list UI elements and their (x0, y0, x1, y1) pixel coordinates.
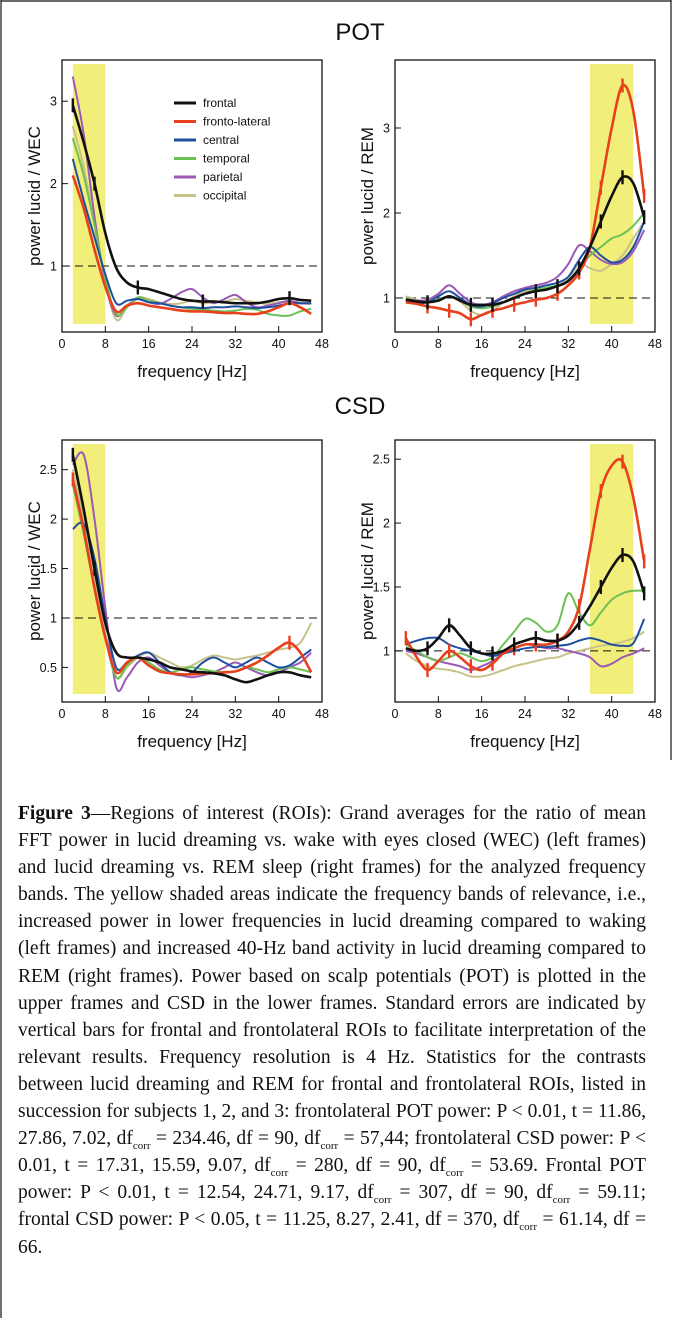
figure-caption: Figure 3—Regions of interest (ROIs): Gra… (18, 800, 646, 1261)
x-tick-label: 40 (605, 337, 619, 351)
y-tick-label: 1 (383, 644, 390, 658)
series-line-frontal (405, 553, 646, 656)
y-axis-label: power lucid / WEC (25, 501, 44, 641)
y-axis-label: power lucid / REM (358, 127, 377, 265)
series-line-central (71, 158, 312, 310)
y-tick-label: 2 (383, 517, 390, 531)
x-tick-label: 16 (142, 707, 156, 721)
caption-sub-6: corr (552, 1194, 571, 1207)
series-line-temporal (405, 589, 645, 663)
section-title-pot: POT (335, 19, 385, 46)
legend-label-fronto-lateral: fronto-lateral (203, 115, 270, 129)
caption-text-5: = 53.69. Frontal POT power: P < 0.01, t … (18, 1155, 646, 1204)
series-line-occipital (405, 630, 645, 678)
series-line-parietal (405, 229, 646, 306)
x-tick-label: 48 (648, 337, 662, 351)
legend-label-central: central (203, 133, 239, 147)
x-tick-label: 24 (185, 707, 199, 721)
y-tick-label: 2.5 (373, 453, 390, 467)
x-tick-label: 8 (102, 707, 109, 721)
y-tick-label: 1 (50, 611, 57, 625)
x-tick-label: 16 (475, 707, 489, 721)
x-axis-label: frequency [Hz] (470, 362, 580, 381)
caption-sub-4: corr (445, 1167, 464, 1180)
x-tick-label: 24 (185, 337, 199, 351)
y-tick-label: 3 (50, 95, 57, 109)
caption-text-4: = 280, df = 90, df (288, 1155, 446, 1177)
caption-sub-7: corr (519, 1221, 537, 1234)
y-tick-label: 1.5 (373, 580, 390, 594)
section-title-csd: CSD (335, 393, 386, 420)
x-tick-label: 48 (315, 337, 329, 351)
y-tick-label: 3 (383, 122, 390, 136)
legend-label-frontal: frontal (203, 96, 236, 110)
x-tick-label: 24 (518, 707, 532, 721)
y-tick-label: 1 (383, 292, 390, 306)
x-tick-label: 16 (142, 337, 156, 351)
x-axis-label: frequency [Hz] (137, 362, 247, 381)
x-tick-label: 32 (561, 707, 575, 721)
x-tick-label: 24 (518, 337, 532, 351)
x-tick-label: 48 (315, 707, 329, 721)
caption-sub-5: corr (373, 1194, 392, 1207)
series-line-frontal (71, 104, 312, 305)
series-line-fronto-lateral (405, 83, 646, 321)
y-tick-label: 1.5 (40, 562, 57, 576)
y-tick-label: 2.5 (40, 463, 57, 477)
series-line-fronto-lateral (404, 458, 646, 672)
legend-label-parietal: parietal (203, 170, 242, 184)
x-tick-label: 0 (392, 337, 399, 351)
y-axis-label: power lucid / REM (358, 502, 377, 640)
x-tick-label: 40 (272, 337, 286, 351)
y-tick-label: 2 (50, 513, 57, 527)
chart-panel-1: 0 8 16 24 32 40 48 1 2 3 frequency [Hz] power lucid… (25, 59, 329, 381)
series-line-frontal (71, 454, 312, 684)
x-tick-label: 40 (272, 707, 286, 721)
chart-panel-4: 0 8 16 24 32 40 48 1 1.5 2 2.5 frequency [Hz] power … (358, 439, 662, 751)
x-tick-label: 8 (435, 707, 442, 721)
series-line-temporal (71, 484, 312, 680)
figure-label: Figure 3 (18, 803, 91, 824)
caption-text-2: = 234.46, df = 90, df (150, 1128, 321, 1150)
x-tick-label: 16 (475, 337, 489, 351)
series-line-fronto-lateral (71, 479, 313, 676)
x-axis-label: frequency [Hz] (470, 732, 580, 751)
x-tick-label: 0 (59, 707, 66, 721)
caption-text-6: = 307, df = 90, df (391, 1182, 553, 1204)
y-tick-label: 1 (50, 260, 57, 274)
caption-sub-2: corr (320, 1140, 339, 1153)
series-line-central (405, 221, 646, 308)
legend-label-temporal: temporal (203, 152, 250, 166)
y-tick-label: 2 (50, 177, 57, 191)
series-line-fronto-lateral (71, 174, 312, 316)
y-tick-label: 0.5 (40, 661, 57, 675)
x-tick-label: 40 (605, 707, 619, 721)
y-axis-label: power lucid / WEC (25, 126, 44, 266)
chart-panel-3: 0 8 16 24 32 40 48 0.5 1 1.5 2 2.5 frequency [Hz] pow… (25, 439, 329, 751)
x-tick-label: 32 (561, 337, 575, 351)
caption-text-1: —Regions of interest (ROIs): Grand avera… (18, 803, 646, 1150)
y-tick-label: 2 (383, 207, 390, 221)
caption-sub-3: corr (270, 1167, 289, 1180)
x-tick-label: 8 (102, 337, 109, 351)
series-line-frontal (405, 175, 646, 307)
caption-sub-1: corr (132, 1140, 151, 1153)
x-tick-label: 32 (228, 337, 242, 351)
x-tick-label: 48 (648, 707, 662, 721)
chart-panel-2: 0 8 16 24 32 40 48 1 2 3 frequency [Hz] power lucid… (358, 59, 662, 381)
x-tick-label: 0 (59, 337, 66, 351)
legend: frontal fronto-lateral central temporal pari… (174, 96, 270, 203)
caption-text-7: = 59.11; frontal CSD power: P < 0.05, t … (18, 1182, 646, 1231)
caption-text-8: = 61.14, df = 66. (18, 1209, 646, 1258)
series-line-central (405, 618, 646, 657)
x-tick-label: 0 (392, 707, 399, 721)
x-tick-label: 8 (435, 337, 442, 351)
x-axis-label: frequency [Hz] (137, 732, 247, 751)
caption-text-3: = 57,44; frontolateral CSD power: P < 0.… (18, 1128, 647, 1177)
legend-label-occipital: occipital (203, 189, 246, 203)
x-tick-label: 32 (228, 707, 242, 721)
